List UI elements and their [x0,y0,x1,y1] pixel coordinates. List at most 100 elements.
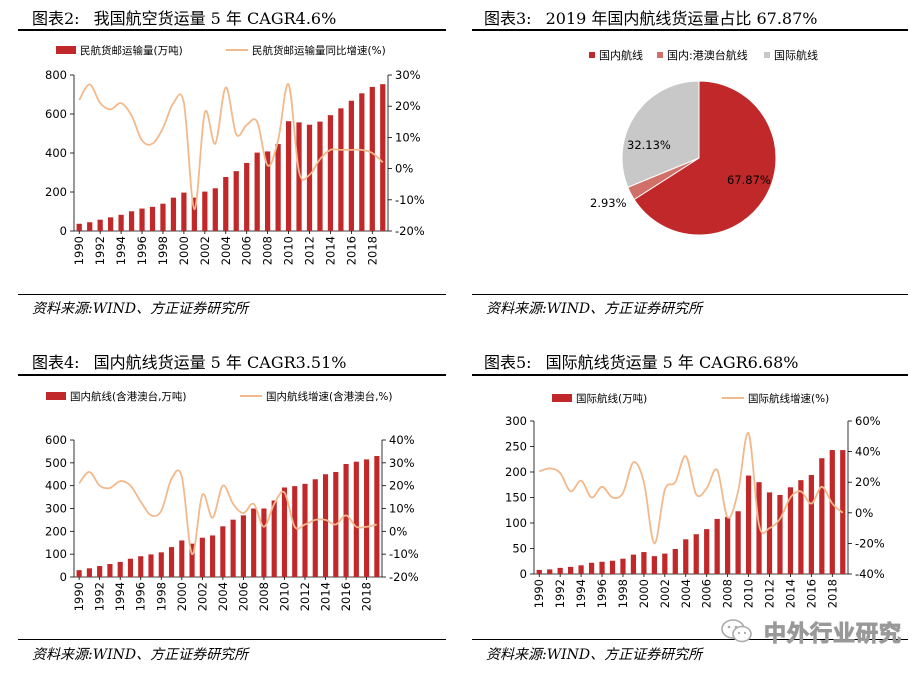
bar [149,206,156,231]
chart-4-title-row: 图表4: 国内航线货运量 5 年 CAGR3.51% [32,349,346,373]
pie-data-label: 32.13% [627,138,671,152]
bar [128,211,135,231]
x-tick-label: 2016 [804,579,818,608]
bar [117,561,123,577]
y-left-tick-label: 0 [60,224,67,238]
chart-4: 国内航线(含港澳台,万吨) 国内航线增速(含港澳台,%) 0 100 200 300 400… [45,390,419,611]
chart-5: 国际航线(万吨) 国际航线增速(%) 0 50 100 150 200 250 300 -40% -… [505,392,885,608]
y-right-tick-label: -40% [855,567,885,581]
x-tick-label: 1994 [113,582,127,611]
bar [641,552,647,574]
x-tick-label: 2012 [763,579,777,608]
bar [766,492,773,574]
bar [787,487,794,574]
bar [557,567,563,574]
y-right-tick-label: -10% [395,193,425,207]
x-tick-label: 2010 [282,236,296,265]
pie-legend-label: 国内航线 [599,48,643,62]
bar [275,144,281,231]
x-tick-label: 1998 [154,582,168,611]
y-left-tick-label: 100 [505,516,527,530]
x-tick-label: 2012 [303,236,317,265]
bar [139,208,145,231]
bar [745,475,752,574]
x-tick-label: 2004 [679,579,693,608]
y-left-tick-label: 200 [45,185,67,199]
bar [547,569,553,574]
x-tick-label: 2008 [721,579,735,608]
y-left-tick-label: 400 [45,479,67,493]
chart-5-title: 国际航线货运量 5 年 CAGR6.68% [545,353,799,372]
bar [202,191,208,231]
panel-chart-2: 图表2: 我国航空货运量 5 年 CAGR4.6% 民航货邮运输量(万吨) 民航货邮… [18,0,446,330]
bar [798,480,804,574]
y-right-tick-label: 0% [389,524,407,538]
watermark: 中外行业研究 [721,616,902,648]
panel-chart-4: 图表4: 国内航线货运量 5 年 CAGR3.51% 国内航线(含港澳台,万吨) 国… [18,344,446,673]
bar [108,217,114,231]
y-left-tick-label: 300 [45,502,67,516]
bar [364,459,370,577]
chart-3-title: 2019 年国内航线货运量占比 67.87% [545,9,818,28]
x-tick-label: 2008 [257,582,271,611]
bar [609,560,616,574]
bar [265,151,271,231]
wechat-icon [721,619,752,643]
y-right-tick-label: 20% [389,479,415,493]
chart-5-top-rule [472,374,908,376]
x-tick-label: 2014 [319,582,333,611]
bar [735,511,741,574]
y-left-tick-label: 0 [60,570,67,584]
x-tick-label: 2000 [175,582,189,611]
x-tick-label: 2010 [277,582,291,611]
x-tick-label: 1998 [616,579,630,608]
y-left-tick-label: 0 [520,567,527,581]
x-tick-label: 2010 [742,579,756,608]
chart-4-bottom-rule [18,639,446,640]
legend-bar-swatch [552,394,572,402]
x-tick-label: 1996 [595,579,609,608]
y-left-tick-label: 150 [505,491,527,505]
pie-legend-label: 国际航线 [774,48,818,62]
y-right-tick-label: 60% [855,414,881,428]
y-right-tick-label: 40% [389,433,415,447]
bar [210,535,216,577]
y-right-tick-label: 10% [395,130,421,144]
y-left-tick-label: 200 [45,524,67,538]
bar [127,558,134,577]
x-tick-label: 1990 [72,582,86,611]
pie-data-label: 67.87% [727,173,771,187]
bar [181,192,187,231]
bar [292,486,298,577]
chart-2-source: 资料来源:WIND、方正证券研究所 [32,301,249,317]
y-right-tick-label: 0% [395,162,413,176]
y-right-tick-label: 30% [389,456,415,470]
x-tick-label: 2006 [700,579,714,608]
x-tick-label: 2004 [219,236,233,265]
panel-chart-3: 图表3: 2019 年国内航线货运量占比 67.87% 国内航线 国内:港澳台航线国… [472,0,908,330]
x-tick-label: 2002 [198,236,212,265]
x-tick-label: 1996 [135,236,149,265]
x-tick-label: 1998 [156,236,170,265]
bar [312,479,318,577]
bar [819,458,825,574]
chart-3-label: 图表3: [484,9,532,28]
y-right-tick-label: 40% [855,445,881,459]
bar [568,566,574,574]
chart-4-title: 国内航线货运量 5 年 CAGR3.51% [93,353,347,372]
x-tick-label: 2006 [236,582,250,611]
bar [348,100,354,232]
chart-5-title-row: 图表5: 国际航线货运量 5 年 CAGR6.68% [484,349,798,373]
pie-legend-swatch [589,52,595,58]
x-tick-label: 2000 [177,236,191,265]
bar [317,121,323,231]
bar [777,494,783,574]
bar [651,556,657,574]
chart-5-label: 图表5: [484,353,532,372]
bar [168,547,175,577]
bar [220,526,226,577]
y-left-tick-label: 600 [45,433,67,447]
bar [704,529,710,574]
bar [285,121,292,231]
y-left-tick-label: 300 [505,414,527,428]
